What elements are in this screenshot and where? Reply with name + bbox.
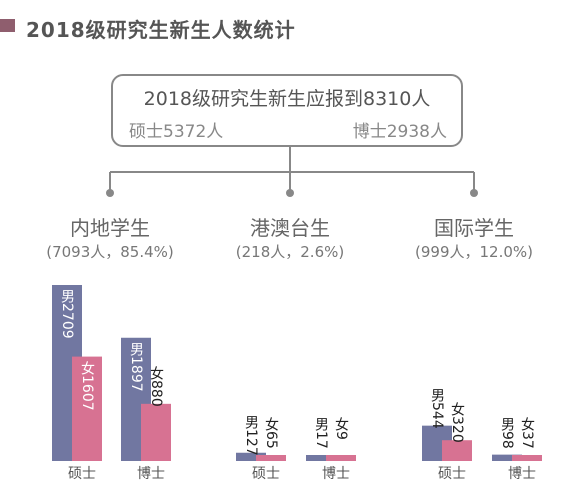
group-subtitle-international: (999人，12.0%): [415, 243, 533, 261]
bar-label: 男17: [313, 417, 329, 449]
connector-dot-mainland: [106, 189, 114, 197]
category-label: 硕士: [438, 466, 466, 482]
group-title-mainland: 内地学生: [70, 216, 150, 240]
bar-hmt-phd-female: [326, 455, 356, 461]
title-accent-bar: [0, 19, 15, 32]
bar-hmt-phd-male: [306, 455, 336, 461]
bar-mainland-phd-female: [141, 403, 171, 461]
connector-dot-hmt: [286, 189, 294, 197]
bar-label: 男1897: [128, 341, 144, 392]
bar-international-phd-female: [512, 455, 542, 461]
group-title-international: 国际学生: [434, 216, 514, 240]
group-title-hmt: 港澳台生: [250, 216, 330, 240]
bar-mainland-master-female: [72, 356, 102, 461]
group-subtitle-hmt: (218人，2.6%): [235, 243, 345, 261]
group-subtitle-mainland: (7093人，85.4%): [46, 243, 174, 261]
category-label: 博士: [137, 466, 165, 482]
bar-label: 女37: [519, 417, 535, 449]
category-label: 博士: [508, 466, 536, 482]
bar-label: 男2709: [59, 289, 75, 339]
bar-international-master-female: [442, 440, 472, 461]
connector-dot-international: [470, 189, 478, 197]
bar-hmt-master-female: [256, 455, 286, 461]
category-label: 硕士: [252, 466, 280, 482]
bar-label: 男98: [499, 416, 515, 449]
category-label: 博士: [322, 466, 350, 482]
bar-international-phd-male: [492, 454, 522, 461]
summary-phd: 博士2938人: [352, 122, 447, 142]
bar-label: 女9: [333, 417, 349, 440]
bar-label: 女320: [449, 402, 465, 443]
summary-total: 2018级研究生新生应报到8310人: [143, 88, 431, 110]
summary-master: 硕士5372人: [129, 122, 224, 142]
bar-label: 女65: [263, 417, 279, 449]
bar-hmt-master-male: [236, 452, 266, 461]
bar-label: 女880: [148, 365, 164, 407]
category-label: 硕士: [68, 466, 96, 482]
bar-label: 男127: [243, 414, 259, 456]
summary-box: 2018级研究生新生应报到8310人 硕士5372人 博士2938人: [111, 74, 463, 147]
bar-label: 男544: [429, 387, 445, 429]
page-title: 2018级研究生新生人数统计: [26, 18, 296, 42]
bar-label: 女1607: [79, 360, 95, 411]
